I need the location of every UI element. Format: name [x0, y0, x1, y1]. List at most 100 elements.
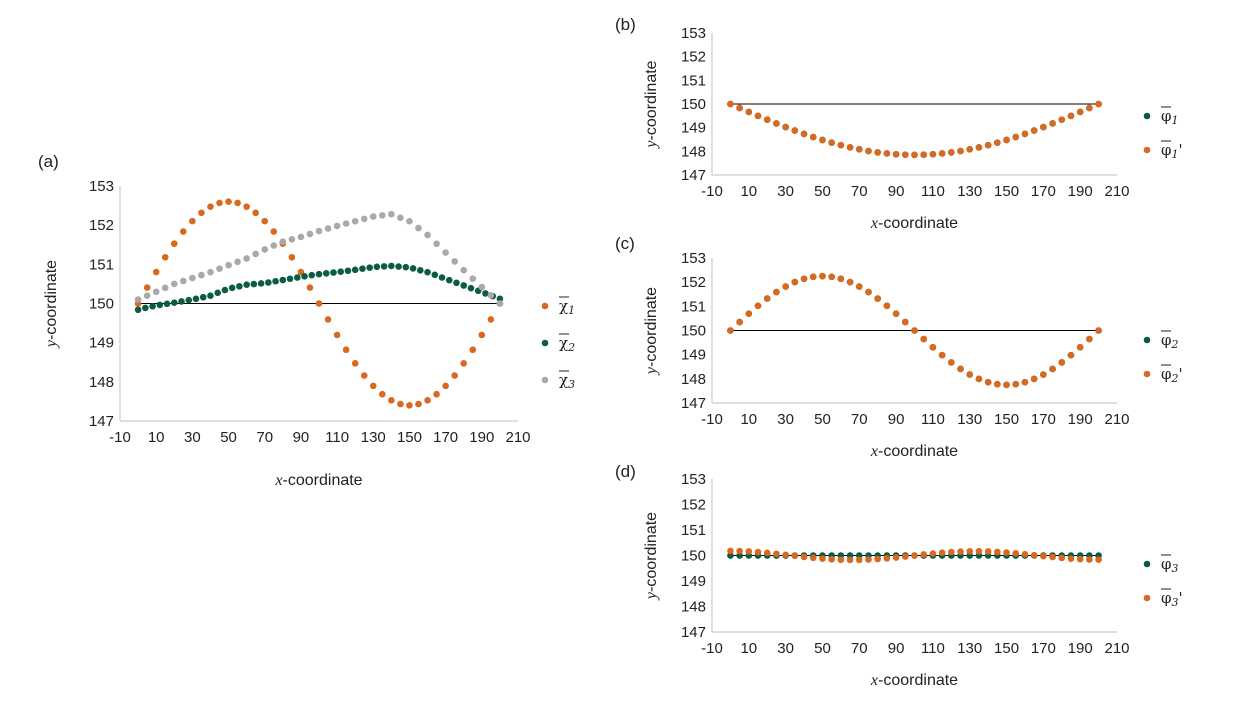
x-tick-label: -10 [701, 411, 723, 428]
data-point [911, 327, 918, 334]
data-point [819, 136, 826, 144]
x-tick-label: 90 [293, 429, 310, 446]
x-tick-label: 110 [921, 411, 945, 428]
y-tick-label: 147 [681, 167, 706, 184]
x-tick-label: -10 [701, 183, 723, 200]
data-point [1086, 104, 1093, 112]
data-point [975, 375, 983, 383]
data-point [1086, 556, 1093, 563]
data-point [1003, 381, 1010, 389]
data-point [1021, 130, 1029, 138]
data-point [1040, 552, 1047, 560]
chart-panel-d: (d) 147 148 149 150 151 152 153 -10 10 30 50 70 90 110… [615, 462, 1183, 689]
data-point [185, 296, 193, 304]
data-point [975, 144, 983, 151]
data-point [369, 213, 377, 220]
data-point [901, 151, 909, 159]
data-point [1030, 127, 1038, 134]
y-tick-label: 151 [681, 72, 706, 89]
data-point [207, 268, 214, 276]
data-point [727, 100, 734, 108]
data-point [192, 295, 200, 303]
data-point [143, 284, 151, 291]
data-point [1095, 100, 1102, 108]
data-point [243, 255, 250, 262]
x-tick-label: 210 [1104, 411, 1129, 428]
x-tick-label: 210 [1104, 640, 1129, 657]
data-point [800, 553, 808, 561]
data-point [297, 233, 305, 241]
y-tick-label: 150 [681, 96, 706, 113]
data-point [360, 372, 368, 379]
series-χ2 [134, 262, 504, 314]
x-tick-label: 90 [888, 640, 905, 657]
data-point [324, 316, 332, 323]
data-point [837, 275, 845, 283]
data-point [763, 295, 771, 302]
data-point [250, 280, 258, 288]
legend-marker [1143, 560, 1151, 568]
data-point [1030, 375, 1038, 383]
data-point [763, 116, 771, 124]
y-axis-label: y-coordinate [43, 260, 60, 349]
data-point [460, 282, 468, 289]
y-tick-label: 149 [681, 120, 706, 137]
data-point [773, 120, 780, 127]
y-tick-label: 147 [89, 413, 114, 430]
y-tick-label: 149 [681, 573, 706, 590]
x-tick-label: 190 [1068, 411, 1093, 428]
data-point [865, 147, 872, 155]
data-point [837, 556, 845, 564]
data-point [156, 301, 164, 309]
data-point [754, 112, 762, 120]
data-point [163, 300, 171, 308]
data-point [369, 382, 377, 390]
data-point [330, 269, 337, 276]
data-point [351, 217, 359, 225]
data-point [189, 217, 196, 225]
x-tick-label: 150 [994, 411, 1019, 428]
legend-label: χ1 [559, 297, 575, 317]
data-point [1058, 554, 1066, 562]
y-tick-label: 153 [681, 471, 706, 488]
x-axis-label: x-coordinate [870, 443, 958, 460]
data-point [1067, 555, 1075, 562]
legend-label: φ3' [1161, 589, 1183, 609]
panel-label: (b) [615, 15, 636, 34]
x-tick-label: 30 [777, 183, 794, 200]
chart-panel-c: (c) 147 148 149 150 151 152 153 -10 10 30 50 70 90 110… [615, 234, 1183, 460]
y-tick-label: 148 [681, 599, 706, 616]
data-point [134, 296, 142, 303]
x-tick-label: 210 [505, 429, 530, 446]
data-point [828, 139, 835, 146]
data-point [333, 222, 341, 230]
data-point [451, 258, 458, 265]
data-point [754, 548, 762, 556]
data-point [261, 246, 269, 253]
x-tick-label: 70 [256, 429, 273, 446]
series-χ1 [134, 198, 504, 409]
legend-marker [1143, 336, 1151, 344]
y-tick-label: 147 [681, 624, 706, 641]
data-point [745, 310, 753, 317]
data-point [828, 273, 835, 281]
data-point [257, 280, 265, 287]
y-tick-label: 149 [681, 347, 706, 364]
x-tick-label: 150 [994, 640, 1019, 657]
data-point [800, 275, 808, 283]
data-point [496, 295, 504, 303]
x-tick-label: -10 [701, 640, 723, 657]
x-tick-label: 110 [325, 429, 349, 446]
data-point [938, 150, 946, 157]
y-tick-label: 147 [681, 395, 706, 412]
data-point [351, 360, 359, 367]
data-point [957, 147, 964, 155]
data-point [1076, 344, 1084, 351]
data-point [409, 265, 417, 272]
data-point [1049, 120, 1056, 127]
data-point [957, 365, 964, 373]
x-tick-label: 170 [433, 429, 458, 446]
data-point [883, 302, 891, 310]
y-tick-label: 151 [681, 298, 706, 315]
data-point [469, 346, 477, 354]
